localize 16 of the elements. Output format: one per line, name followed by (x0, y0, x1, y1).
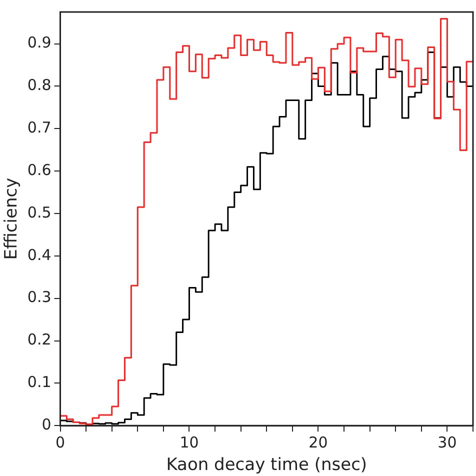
y-tick-label: 0.6 (27, 160, 52, 179)
x-axis-title: Kaon decay time (nsec) (166, 455, 368, 476)
y-tick-label: 0 (42, 415, 52, 434)
x-tick-label: 30 (438, 433, 457, 452)
y-tick-label: 0.5 (27, 203, 52, 222)
y-tick-label: 0.8 (27, 76, 52, 94)
x-tick-label: 20 (308, 433, 328, 452)
y-tick-label: 0.3 (27, 288, 52, 306)
y-tick-label: 0.1 (27, 373, 52, 392)
x-tick-label: 10 (180, 433, 199, 452)
y-axis-title: Efficiency (2, 178, 22, 260)
y-tick-label: 0.2 (27, 330, 52, 349)
y-tick-label: 0.4 (27, 246, 52, 264)
y-tick-label: 0.9 (27, 34, 52, 52)
x-tick-label: 0 (55, 433, 66, 452)
y-tick-label: 0.7 (27, 118, 52, 137)
